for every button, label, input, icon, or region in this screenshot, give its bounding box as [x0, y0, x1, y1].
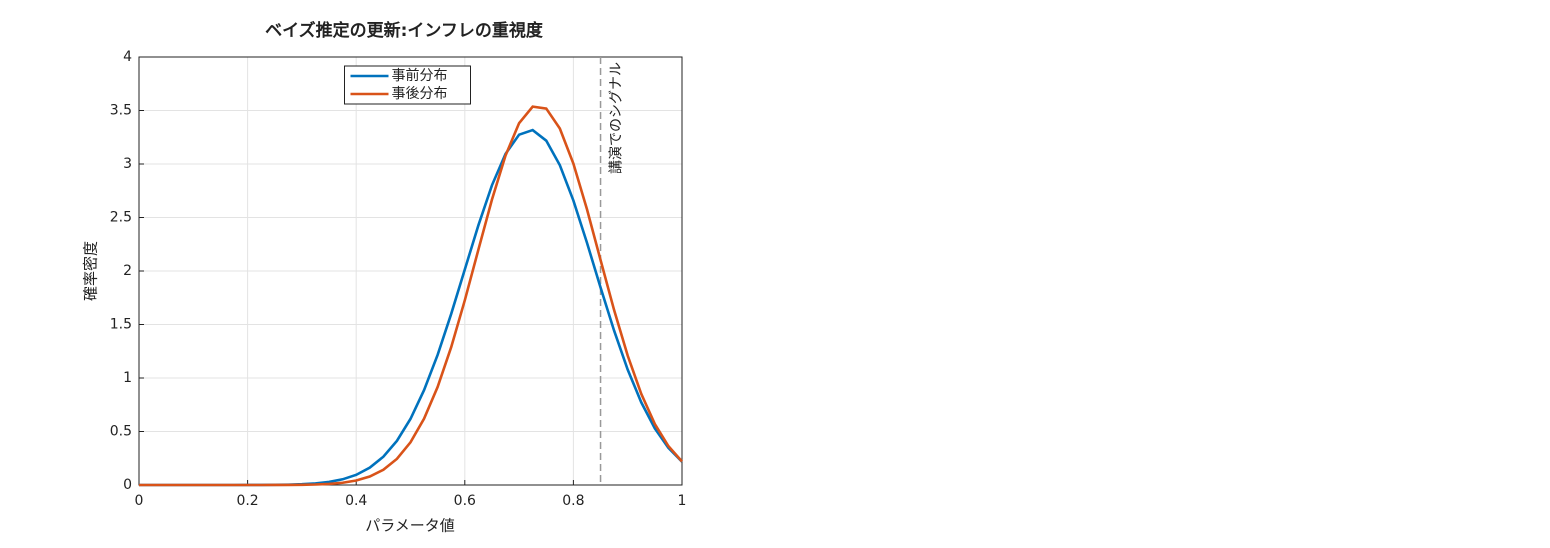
y-tick-label: 4: [123, 49, 132, 65]
y-tick-label: 2.5: [110, 210, 132, 226]
x-tick-label: 0.6: [454, 493, 476, 509]
y-tick-label: 0.5: [110, 424, 132, 440]
x-tick-label: 0.4: [345, 493, 367, 509]
axes-box: [138, 56, 683, 486]
series-line: [139, 105, 683, 487]
y-tick-label: 3.5: [110, 103, 132, 119]
x-tick-label: 0.2: [236, 493, 258, 509]
y-tick-label: 3: [123, 156, 132, 172]
x-tick-label: 0.8: [562, 493, 584, 509]
legend-box: [344, 65, 471, 105]
x-tick-label: 0: [135, 493, 144, 509]
y-tick-label: 2: [123, 263, 132, 279]
annotation: 講演でのシグナル: [609, 62, 625, 174]
legend-label: 事後分布: [392, 86, 448, 102]
y-axis-label: 確率密度: [82, 241, 100, 301]
y-tick-label: 0: [123, 477, 132, 493]
x-tick-label: 1: [678, 493, 687, 509]
y-tick-label: 1: [123, 370, 132, 386]
x-axis-label: パラメータ値: [365, 517, 455, 535]
y-tick-label: 1.5: [110, 317, 132, 333]
legend-label: 事前分布: [392, 67, 448, 84]
chart-title: ベイズ推定の更新:インフレの重視度: [265, 20, 544, 41]
